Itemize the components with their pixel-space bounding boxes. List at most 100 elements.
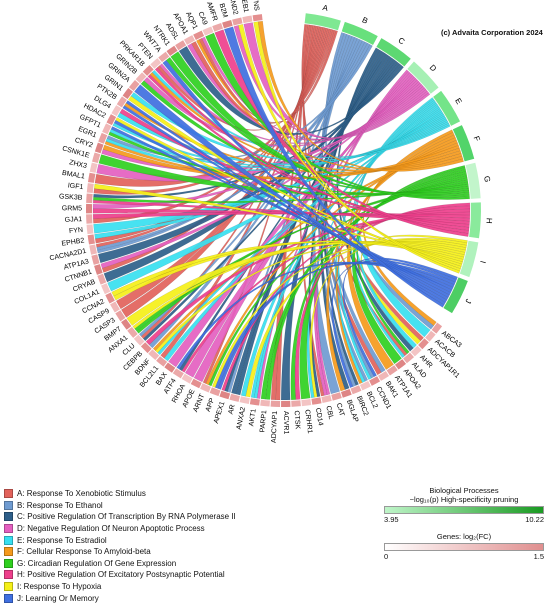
gene-arc bbox=[105, 292, 115, 304]
process-label-a: A bbox=[322, 3, 330, 13]
legend-item-h: H: Positive Regulation Of Excitatory Pos… bbox=[4, 569, 236, 581]
legend-label: J: Learning Or Memory bbox=[17, 593, 99, 603]
gene-arc bbox=[133, 334, 145, 346]
ribbon-f bbox=[149, 72, 463, 172]
copyright-text: (c) Advaita Corporation 2024 bbox=[441, 28, 543, 37]
ribbon-h bbox=[145, 211, 471, 346]
gene-label: ZHX3 bbox=[68, 159, 87, 170]
legend-swatch bbox=[4, 570, 13, 580]
legend-swatch bbox=[4, 524, 13, 534]
gene-arc bbox=[431, 322, 443, 334]
process-scale-title: Biological Processes bbox=[429, 486, 499, 495]
process-arc-g bbox=[465, 162, 481, 199]
process-arc-c bbox=[376, 38, 411, 67]
gene-label: CRHR1 bbox=[303, 409, 313, 434]
ribbon-i bbox=[126, 241, 465, 326]
ribbon-e bbox=[105, 117, 447, 171]
legend-swatch bbox=[4, 512, 13, 522]
gene-arc bbox=[239, 396, 250, 405]
gene-arc bbox=[166, 45, 178, 56]
ribbon-g bbox=[170, 51, 470, 198]
process-arc-e bbox=[433, 90, 461, 126]
ribbon-g bbox=[260, 175, 468, 400]
gene-label: PARP1 bbox=[259, 410, 268, 433]
ribbon-j bbox=[176, 261, 454, 370]
gene-label: GRM5 bbox=[62, 205, 82, 212]
process-label-d: D bbox=[428, 63, 439, 74]
gene-arc bbox=[369, 376, 381, 386]
gene-arc bbox=[212, 22, 223, 32]
process-arc-f bbox=[452, 125, 475, 162]
legend-swatch bbox=[4, 582, 13, 592]
gene-arc bbox=[92, 152, 101, 164]
gene-arc bbox=[122, 88, 134, 100]
gene-arc bbox=[222, 19, 233, 29]
process-arc-d bbox=[407, 61, 439, 94]
gene-label: APP bbox=[205, 397, 217, 413]
legend-item-i: I: Response To Hypoxia bbox=[4, 581, 236, 593]
process-arc-b bbox=[341, 21, 378, 45]
gene-arc bbox=[301, 399, 312, 407]
gene-arc bbox=[311, 397, 322, 405]
legend-label: G: Circadian Regulation Of Gene Expressi… bbox=[17, 558, 177, 568]
process-arc-i bbox=[459, 240, 479, 278]
gene-label: CTSK bbox=[293, 410, 301, 429]
ribbon-h bbox=[181, 208, 471, 373]
ribbon-h bbox=[92, 212, 471, 219]
gene-arc bbox=[260, 399, 270, 407]
gene-arc bbox=[252, 14, 263, 22]
gene-arc bbox=[127, 326, 138, 338]
ribbon-g bbox=[98, 154, 469, 196]
ribbon-j bbox=[162, 59, 446, 306]
gene-arc bbox=[86, 183, 94, 193]
ribbon-g bbox=[208, 177, 468, 387]
gene-arc bbox=[94, 142, 104, 154]
gene-arc bbox=[164, 362, 176, 373]
gene-scale-min: 0 bbox=[384, 552, 389, 561]
gene-arc bbox=[193, 30, 205, 41]
gene-arc bbox=[281, 400, 291, 407]
gene-arc bbox=[150, 58, 162, 69]
gene-arc bbox=[158, 51, 170, 63]
gene-arc bbox=[232, 17, 243, 26]
gene-arc bbox=[200, 383, 211, 393]
gene-arc bbox=[219, 390, 231, 400]
gene-scale-bar bbox=[384, 543, 544, 551]
gene-arc bbox=[94, 264, 103, 275]
gene-label: AR bbox=[228, 404, 237, 415]
process-label-i: I bbox=[478, 260, 487, 264]
gene-label: AKT1 bbox=[248, 408, 257, 426]
legend-item-e: E: Response To Estradiol bbox=[4, 534, 236, 546]
gene-label: FYN bbox=[69, 227, 84, 235]
legend-swatch bbox=[4, 547, 13, 557]
gene-arc bbox=[172, 368, 184, 379]
gene-label: CTNS bbox=[250, 0, 259, 12]
gene-label: ACVR1 bbox=[282, 411, 289, 435]
process-scale-min: 3.95 bbox=[384, 515, 399, 524]
process-scale-subtitle: −log₁₀(p) High-specificity pruning bbox=[409, 495, 519, 504]
gene-arc bbox=[359, 380, 371, 391]
gene-arc bbox=[425, 330, 436, 342]
ribbon-h bbox=[92, 208, 470, 222]
gene-arc bbox=[86, 203, 93, 214]
gene-arc bbox=[229, 393, 240, 402]
ribbon-i bbox=[212, 240, 467, 388]
gene-label: CRY2 bbox=[74, 137, 94, 150]
gene-label: BMAL1 bbox=[61, 170, 85, 181]
process-label-f: F bbox=[472, 135, 482, 143]
ribbon-g bbox=[140, 80, 470, 195]
gene-arc bbox=[111, 105, 122, 117]
gene-arc bbox=[183, 35, 196, 45]
gene-arc bbox=[116, 96, 127, 108]
gene-arc bbox=[87, 172, 96, 183]
gene-arc bbox=[291, 400, 301, 407]
gene-scale-title: Genes: log₂(FC) bbox=[436, 532, 492, 541]
gene-arc bbox=[209, 387, 221, 397]
ribbon-layer bbox=[92, 20, 471, 401]
gene-arc bbox=[331, 392, 342, 401]
ribbon-f bbox=[205, 139, 458, 386]
gene-label: CBL bbox=[324, 405, 334, 420]
gene-arc bbox=[98, 132, 108, 144]
ribbon-c bbox=[142, 59, 397, 342]
